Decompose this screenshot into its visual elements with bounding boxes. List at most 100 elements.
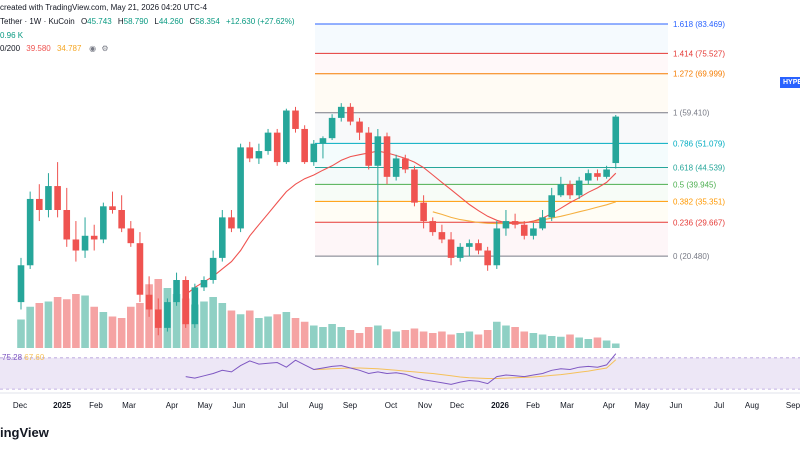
volume-bar (72, 294, 80, 348)
candle-body (374, 136, 382, 166)
fib-label: 0.786 (51.079) (673, 139, 725, 148)
volume-bar (319, 327, 327, 348)
volume-bar (62, 299, 71, 348)
candle-body (164, 302, 171, 328)
time-tick-label: Sep (343, 401, 358, 410)
volume-bar (108, 316, 117, 348)
candle-body (493, 228, 501, 266)
rsi-pane: 75.28 67.60 (0, 353, 800, 390)
open-value: 45.743 (87, 17, 112, 26)
volume-bar (575, 337, 583, 348)
ma-fast-line (185, 150, 617, 296)
ma-label: 0/200 (0, 44, 21, 53)
candle-body (429, 221, 437, 233)
fib-label: 0.618 (44.539) (673, 163, 725, 172)
volume-bar (374, 325, 382, 348)
candle-body (255, 151, 263, 159)
time-tick-label: May (197, 401, 212, 410)
candle-body (347, 106, 354, 122)
candle-body (557, 184, 565, 196)
candle-body (219, 217, 226, 258)
candle-body (273, 132, 281, 163)
candle-body (63, 210, 71, 240)
candle-body (182, 280, 189, 325)
volume-bar (438, 331, 446, 348)
time-tick-label: Feb (526, 401, 540, 410)
time-tick-label: Aug (309, 401, 323, 410)
volume-bar (172, 294, 181, 348)
candle-body (54, 186, 61, 210)
candle-body (17, 265, 25, 303)
candle-body (200, 280, 208, 288)
candle-body (310, 143, 318, 163)
time-tick-label: Jun (233, 401, 246, 410)
volume-bar (474, 334, 483, 348)
fib-band (315, 201, 668, 223)
time-tick-label: Sep (786, 401, 800, 410)
candle-body (502, 221, 510, 229)
candle-body (356, 121, 363, 133)
rsi-line (185, 353, 617, 385)
time-tick-label: Jun (670, 401, 683, 410)
symbol-price-tag[interactable]: HYPE (780, 77, 800, 88)
ma-legend[interactable]: 0/200 39.580 34.787 ◉ ⚙ (0, 44, 110, 53)
candle-body (209, 257, 217, 280)
pair-name: Tether · 1W · KuCoin (0, 17, 75, 26)
close-label: C (189, 17, 196, 26)
candle-body (420, 202, 427, 222)
candle-body (548, 195, 555, 218)
symbol-legend[interactable]: Tether · 1W · KuCoin O45.743 H58.790 L44… (0, 17, 295, 26)
volume-bar (264, 316, 272, 348)
candle-body (81, 235, 89, 251)
volume-bar (337, 327, 346, 348)
volume-bar (127, 306, 135, 348)
snapshot-credit: created with TradingView.com, May 21, 20… (0, 3, 208, 12)
candle-body (72, 239, 80, 251)
fib-label: 0.236 (29.667) (673, 218, 725, 227)
change-value: +12.630 (+27.62%) (226, 17, 295, 26)
volume-bar (44, 301, 53, 348)
candle-body (191, 287, 199, 325)
candle-body (566, 184, 574, 196)
volume-legend[interactable]: 0.96 K (0, 31, 23, 40)
volume-bar (35, 303, 44, 348)
time-tick-label: 2025 (53, 401, 71, 410)
volume-bar (227, 310, 236, 348)
settings-icon[interactable]: ⚙ (101, 44, 109, 53)
volume-bar (401, 330, 410, 348)
high-label: H (117, 17, 124, 26)
ma-slow-value: 34.787 (56, 44, 82, 53)
candle-body (530, 228, 537, 236)
volume-bar (456, 333, 464, 348)
rsi-ma-line (313, 359, 617, 379)
high-value: 58.790 (123, 17, 149, 26)
volume-bar (611, 343, 620, 348)
time-tick-label: Aug (745, 401, 759, 410)
time-tick-label: Mar (560, 401, 574, 410)
time-tick-label: Feb (89, 401, 103, 410)
volume-bar (419, 331, 428, 348)
fib-label: 1.618 (83.469) (673, 20, 725, 29)
time-tick-label: Mar (122, 401, 136, 410)
volume-bar (364, 327, 373, 348)
volume-bar (291, 318, 300, 348)
low-value: 44.260 (158, 17, 184, 26)
time-tick-label: 2026 (491, 401, 509, 410)
volume-bar (282, 312, 291, 348)
volume-bar (255, 318, 263, 348)
volume-bar (300, 321, 309, 348)
volume-bar (465, 331, 474, 348)
volume-bar (90, 306, 98, 348)
volume-value: 0.96 K (0, 31, 24, 40)
volume-bar (502, 325, 510, 348)
volume-bar (557, 336, 565, 348)
time-axis: Dec 2025 Feb Mar Apr May Jun Jul Aug Sep Oct Nov Dec… (13, 401, 800, 410)
eye-icon[interactable]: ◉ (89, 44, 97, 53)
fib-band (315, 112, 668, 144)
time-tick-label: Jul (714, 401, 724, 410)
volume-bar (117, 318, 126, 348)
candle-body (447, 239, 455, 258)
volume-bar (81, 295, 89, 348)
candle-body (173, 280, 180, 303)
